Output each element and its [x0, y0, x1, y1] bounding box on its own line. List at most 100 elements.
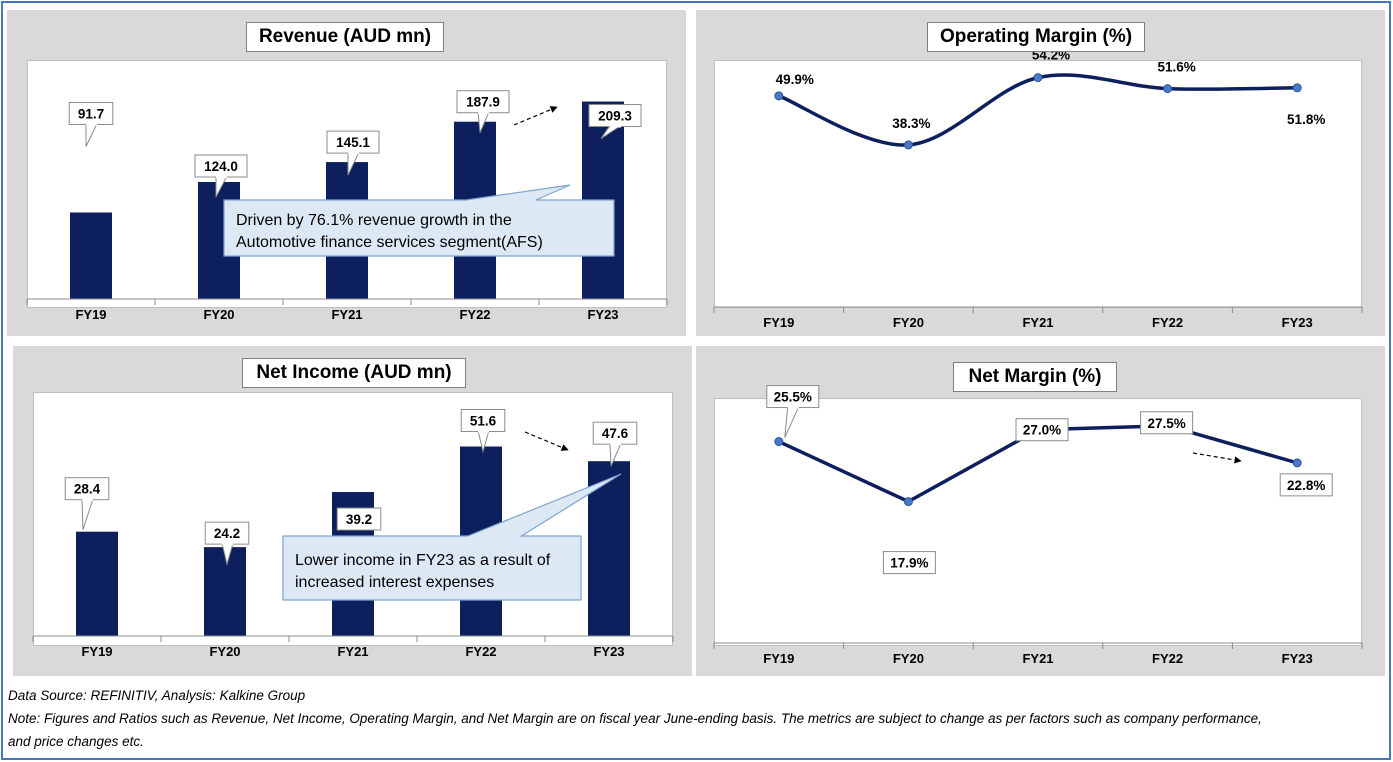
net-income-chart: FY19 FY20 FY21 FY22 FY23 28.4 24.2 39.2 51.6 47.6…	[32, 409, 674, 659]
operating-margin-x-tick-label-fy21: FY21	[1022, 315, 1053, 330]
revenue-title: Revenue (AUD mn)	[246, 22, 444, 52]
net-income-title: Net Income (AUD mn)	[242, 358, 466, 388]
revenue-data-label-fy21-text: 145.1	[336, 135, 370, 150]
net-margin-x-tick-label-fy19: FY19	[763, 651, 794, 666]
net-margin-data-label-fy19: 25.5%	[766, 385, 820, 438]
net-income-data-label-fy19: 28.4	[64, 477, 110, 530]
net-income-data-label-fy21-text: 39.2	[346, 512, 372, 527]
revenue-panel: FY19 FY20 FY21 FY22 FY23 91.7 124.0 145.1 187.9 2…	[7, 10, 686, 336]
net-income-data-label-fy19-text: 28.4	[74, 482, 101, 497]
net-income-annotation-callout: Lower income in FY23 as a result of incre…	[282, 473, 622, 601]
net-margin-point-fy23	[1292, 458, 1302, 468]
operating-margin-x-tick-label-fy22: FY22	[1152, 315, 1183, 330]
net-income-annotation-callout-shape	[282, 473, 622, 601]
net-margin-data-label-fy22-text: 27.5%	[1147, 416, 1185, 431]
net-income-data-label-fy23-text: 47.6	[602, 426, 629, 441]
net-margin-point-fy19	[774, 437, 784, 447]
operating-margin-data-label-fy22: 51.6%	[1157, 60, 1195, 75]
revenue-bar-fy19	[70, 212, 112, 299]
net-margin-x-tick-label-fy23: FY23	[1282, 651, 1313, 666]
net-margin-point-fy20	[903, 497, 913, 507]
net-margin-data-label-fy22-box	[1140, 411, 1194, 435]
fiscal-year-note-continued: and price changes etc.	[8, 734, 144, 749]
net-income-data-label-fy23: 47.6	[592, 421, 638, 467]
revenue-annotation-callout-line-1: Driven by 76.1% revenue growth in the	[236, 212, 512, 229]
operating-margin-point-fy22	[1163, 84, 1173, 94]
net-margin-data-label-fy21-box	[1015, 418, 1069, 442]
data-source-note: Data Source: REFINITIV, Analysis: Kalkin…	[8, 688, 306, 703]
revenue-data-label-fy22: 187.9	[456, 90, 510, 133]
net-income-annotation-callout-line-2: increased interest expenses	[295, 574, 494, 591]
operating-margin-series-line	[778, 73, 1298, 147]
revenue-x-tick-label-fy22: FY22	[459, 307, 490, 322]
net-margin-data-label-fy20: 17.9%	[882, 551, 936, 575]
net-margin-data-label-fy23-text: 22.8%	[1287, 478, 1325, 493]
operating-margin-point-fy20	[903, 140, 913, 150]
operating-margin-chart: FY19 FY20 FY21 FY22 FY2349.9%38.3%54.2%51.6%…	[713, 48, 1363, 330]
revenue-chart: FY19 FY20 FY21 FY22 FY23 91.7 124.0 145.1 187.9 2…	[26, 90, 668, 322]
net-income-trend-arrow	[524, 431, 569, 451]
revenue-annotation-callout-shape	[223, 184, 615, 257]
net-margin-plot-area	[714, 398, 1362, 646]
revenue-data-label-fy23: 209.3	[588, 104, 642, 139]
revenue-data-label-fy22-text: 187.9	[466, 95, 500, 110]
net-income-data-label-fy20: 24.2	[204, 521, 250, 567]
net-income-x-tick-label-fy19: FY19	[81, 644, 112, 659]
net-income-data-label-fy22-text: 51.6	[470, 414, 497, 429]
revenue-x-tick-label-fy23: FY23	[587, 307, 618, 322]
revenue-x-tick-label-fy21: FY21	[331, 307, 362, 322]
revenue-annotation-callout: Driven by 76.1% revenue growth in the Aut…	[223, 184, 615, 257]
net-income-x-tick-label-fy22: FY22	[465, 644, 496, 659]
net-margin-x-tick-label-fy22: FY22	[1152, 651, 1183, 666]
operating-margin-title: Operating Margin (%)	[927, 22, 1145, 52]
revenue-trend-arrow	[513, 106, 558, 126]
operating-margin-x-tick-label-fy23: FY23	[1282, 315, 1313, 330]
net-margin-x-tick-label-fy21: FY21	[1022, 651, 1053, 666]
net-income-data-label-fy21-box	[336, 507, 382, 531]
net-income-x-tick-label-fy23: FY23	[593, 644, 624, 659]
net-income-x-tick-label-fy20: FY20	[209, 644, 240, 659]
net-margin-panel: FY19 FY20 FY21 FY22 FY23 25.5% 17.9% 27.0% 27.5%…	[696, 346, 1385, 676]
revenue-data-label-fy19: 91.7	[68, 101, 114, 147]
revenue-data-label-fy23-text: 209.3	[598, 109, 632, 124]
revenue-data-label-fy20: 124.0	[194, 154, 248, 198]
net-income-annotation-callout-line-1: Lower income in FY23 as a result of	[295, 552, 551, 569]
operating-margin-point-fy21	[1033, 73, 1043, 83]
operating-margin-data-label-fy19: 49.9%	[776, 72, 814, 87]
revenue-data-label-fy20-text: 124.0	[204, 159, 238, 174]
revenue-data-label-fy19-pointer	[85, 122, 98, 147]
net-margin-data-label-fy19-text: 25.5%	[774, 390, 812, 405]
net-income-bar-fy20	[204, 547, 246, 636]
fiscal-year-note: Note: Figures and Ratios such as Revenue…	[8, 711, 1262, 726]
revenue-x-tick-label-fy19: FY19	[75, 307, 106, 322]
net-income-data-label-fy19-pointer	[81, 498, 94, 530]
revenue-x-tick-label-fy20: FY20	[203, 307, 234, 322]
operating-margin-point-fy19	[774, 91, 784, 101]
net-income-x-tick-label-fy21: FY21	[337, 644, 368, 659]
net-margin-data-label-fy19-pointer	[784, 406, 800, 438]
net-income-bar-fy19	[76, 531, 118, 636]
net-margin-data-label-fy20-box	[882, 551, 936, 575]
revenue-data-label-fy21: 145.1	[326, 130, 380, 176]
operating-margin-data-label-fy23: 51.8%	[1287, 112, 1325, 127]
net-margin-x-tick-label-fy20: FY20	[893, 651, 924, 666]
net-income-data-label-fy20-text: 24.2	[214, 526, 240, 541]
net-margin-data-label-fy23-box	[1279, 473, 1333, 497]
operating-margin-x-tick-label-fy20: FY20	[893, 315, 924, 330]
net-margin-title: Net Margin (%)	[953, 362, 1117, 392]
net-margin-data-label-fy23: 22.8%	[1279, 473, 1333, 497]
net-income-data-label-fy21: 39.2	[336, 507, 382, 531]
operating-margin-plot-area	[714, 60, 1362, 308]
net-margin-data-label-fy21: 27.0%	[1015, 418, 1069, 442]
operating-margin-x-tick-label-fy19: FY19	[763, 315, 794, 330]
net-margin-trend-arrow	[1192, 452, 1242, 464]
revenue-data-label-fy19-text: 91.7	[78, 106, 104, 121]
net-income-data-label-fy22: 51.6	[460, 409, 506, 454]
net-margin-data-label-fy22: 27.5%	[1140, 411, 1194, 435]
net-margin-data-label-fy21-text: 27.0%	[1023, 423, 1061, 438]
revenue-annotation-callout-line-2: Automotive finance services segment(AFS)	[236, 234, 543, 251]
net-margin-data-label-fy20-text: 17.9%	[890, 556, 928, 571]
net-income-panel: FY19 FY20 FY21 FY22 FY23 28.4 24.2 39.2 51.6 47.6…	[13, 346, 692, 676]
net-margin-chart: FY19 FY20 FY21 FY22 FY23 25.5% 17.9% 27.0% 27.5%…	[713, 385, 1363, 666]
